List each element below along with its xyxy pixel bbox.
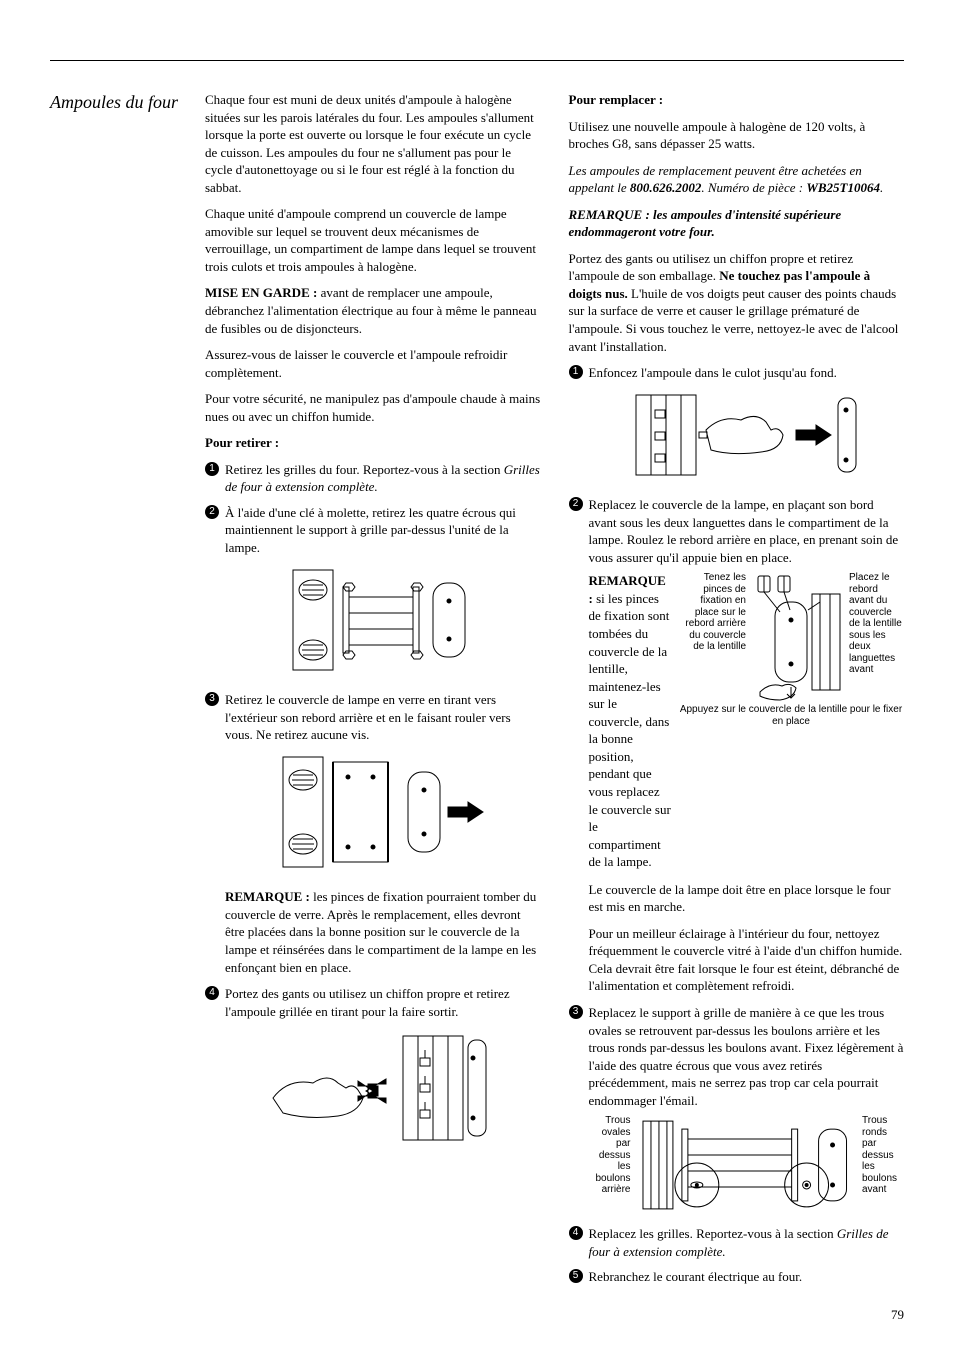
step-number-icon: 2	[569, 497, 583, 511]
step-text: Enfoncez l'ampoule dans le culot jusqu'a…	[589, 365, 837, 380]
order-info: Les ampoules de remplacement peuvent êtr…	[569, 162, 905, 197]
page-layout: Ampoules du four Chaque four est muni de…	[50, 91, 904, 1294]
section-heading-aside: Ampoules du four	[50, 91, 180, 1294]
remove-step-4: 4 Portez des gants ou utilisez un chiffo…	[205, 985, 541, 1153]
remove-steps-list: 1 Retirez les grilles du four. Reportez-…	[205, 461, 541, 1153]
order-part: WB25T10064	[806, 180, 880, 195]
replace-step-1: 1 Enfoncez l'ampoule dans le culot jusqu…	[569, 364, 905, 484]
step-number-icon: 4	[205, 986, 219, 1000]
top-rule	[50, 60, 904, 61]
replace-heading: Pour remplacer :	[569, 91, 905, 109]
step-number-icon: 2	[205, 505, 219, 519]
replace-step-3: 3 Replacez le support à grille de manièr…	[569, 1004, 905, 1215]
fig-label-oval: Trous ovales par dessus les boulons arri…	[589, 1115, 631, 1196]
step-text: Retirez le couvercle de lampe en verre e…	[225, 692, 511, 742]
figure-pull-bulb	[225, 1028, 541, 1153]
note-label: REMARQUE :	[225, 889, 310, 904]
step-number-icon: 1	[569, 365, 583, 379]
step-text: Retirez les grilles du four. Reportez-vo…	[225, 462, 504, 477]
gloves-paragraph: Portez des gants ou utilisez un chiffon …	[569, 250, 905, 355]
cleaning-tip: Pour un meilleur éclairage à l'intérieur…	[589, 925, 905, 995]
step-number-icon: 5	[569, 1269, 583, 1283]
order-phone: 800.626.2002	[630, 180, 702, 195]
replace-step-2: 2 Replacez le couvercle de la lampe, en …	[569, 496, 905, 995]
step-text: Replacez le support à grille de manière …	[589, 1005, 904, 1108]
step-text: Replacez les grilles. Reportez-vous à la…	[589, 1226, 837, 1241]
cover-note: REMARQUE : si les pinces de fixation son…	[589, 572, 673, 870]
safety-paragraph: Pour votre sécurité, ne manipulez pas d'…	[205, 390, 541, 425]
step-number-icon: 1	[205, 462, 219, 476]
fig-label-round: Trous ronds par dessus les boulons avant	[862, 1115, 904, 1196]
content-columns: Chaque four est muni de deux unités d'am…	[205, 91, 904, 1294]
remove-heading: Pour retirer :	[205, 434, 541, 452]
fig-label-press: Appuyez sur le couvercle de la lentille …	[678, 704, 904, 727]
figure-insert-bulb	[589, 390, 905, 485]
left-column: Chaque four est muni de deux unités d'am…	[205, 91, 541, 1294]
remove-note: REMARQUE : les pinces de fixation pourra…	[225, 888, 541, 976]
replace-steps-list: 1 Enfoncez l'ampoule dans le culot jusqu…	[569, 364, 905, 1286]
fig-label-clips: Tenez les pinces de fixation en place su…	[678, 572, 746, 653]
step-text: Portez des gants ou utilisez un chiffon …	[225, 986, 510, 1019]
figure-rack-nuts	[225, 565, 541, 680]
order-text-2: . Numéro de pièce :	[701, 180, 806, 195]
replace-intro: Utilisez une nouvelle ampoule à halogène…	[569, 118, 905, 153]
step-number-icon: 3	[569, 1005, 583, 1019]
replace-step-4: 4 Replacez les grilles. Reportez-vous à …	[569, 1225, 905, 1260]
remove-step-1: 1 Retirez les grilles du four. Reportez-…	[205, 461, 541, 496]
step-number-icon: 3	[205, 692, 219, 706]
warning-label: MISE EN GARDE :	[205, 285, 317, 300]
intro-paragraph-1: Chaque four est muni de deux unités d'am…	[205, 91, 541, 196]
note-text: si les pinces de fixation sont tombées d…	[589, 591, 671, 869]
figure-cover-clips-row: REMARQUE : si les pinces de fixation son…	[589, 572, 905, 870]
cover-in-place: Le couvercle de la lampe doit être en pl…	[589, 881, 905, 916]
remove-step-2: 2 À l'aide d'une clé à molette, retirez …	[205, 504, 541, 679]
warning-paragraph: MISE EN GARDE : avant de remplacer une a…	[205, 284, 541, 337]
section-heading: Ampoules du four	[50, 91, 180, 114]
figure-rack-holes: Trous ovales par dessus les boulons arri…	[589, 1115, 905, 1215]
step-text: Rebranchez le courant électrique au four…	[589, 1269, 803, 1284]
cooling-paragraph: Assurez-vous de laisser le couvercle et …	[205, 346, 541, 381]
step-text: Replacez le couvercle de la lampe, en pl…	[589, 497, 899, 565]
step-text: À l'aide d'une clé à molette, retirez le…	[225, 505, 516, 555]
replace-step-5: 5 Rebranchez le courant électrique au fo…	[569, 1268, 905, 1286]
intro-paragraph-2: Chaque unité d'ampoule comprend un couve…	[205, 205, 541, 275]
figure-cover-clips: Tenez les pinces de fixation en place su…	[678, 572, 904, 727]
page-number: 79	[50, 1306, 904, 1324]
damage-note: REMARQUE : les ampoules d'intensité supé…	[569, 206, 905, 241]
step-number-icon: 4	[569, 1226, 583, 1240]
right-column: Pour remplacer : Utilisez une nouvelle a…	[569, 91, 905, 1294]
order-text-3: .	[880, 180, 883, 195]
remove-step-3: 3 Retirez le couvercle de lampe en verre…	[205, 691, 541, 976]
figure-remove-cover	[225, 752, 541, 877]
cover-note-wrap: REMARQUE : si les pinces de fixation son…	[589, 572, 673, 870]
fig-label-front-tabs: Placez le rebord avant du couvercle de l…	[849, 572, 904, 676]
